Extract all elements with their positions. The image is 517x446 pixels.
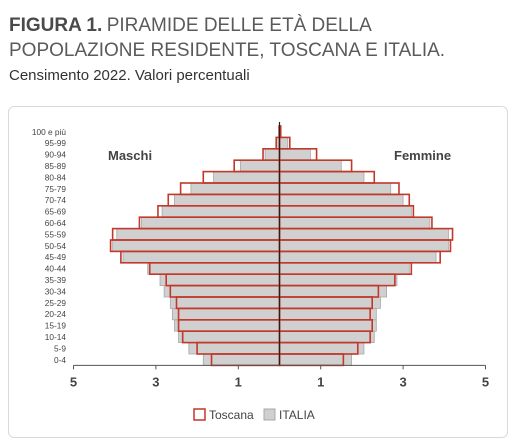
age-label: 70-74 — [45, 195, 67, 205]
x-tick-label: 1 — [235, 374, 242, 389]
x-tick-label: 1 — [317, 374, 324, 389]
age-label: 10-14 — [45, 332, 67, 342]
italia-bar-female — [279, 353, 352, 366]
italia-bar-male — [141, 216, 280, 229]
legend-italia-swatch — [263, 408, 276, 421]
italia-bar-female — [279, 228, 449, 241]
italia-bar-female — [279, 342, 365, 355]
x-tick-label: 5 — [70, 374, 77, 389]
italia-bar-female — [279, 216, 431, 229]
italia-bar-male — [202, 353, 280, 366]
age-label: 65-69 — [45, 207, 67, 217]
figure-title-text: PIRAMIDE DELLE ETÀ DELLA POPOLAZIONE RES… — [9, 15, 446, 61]
age-label: 60-64 — [45, 218, 67, 228]
italia-bar-female — [279, 136, 289, 150]
italia-bar-female — [279, 239, 449, 252]
italia-bar-female — [279, 307, 377, 321]
age-label: 5-9 — [54, 343, 66, 353]
age-label: 55-59 — [45, 229, 67, 239]
italia-bar-male — [122, 250, 280, 264]
males-label: Maschi — [108, 148, 152, 163]
age-label: 100 e più — [32, 127, 67, 137]
italia-bar-male — [190, 182, 280, 195]
legend-toscana-label: Toscana — [209, 408, 254, 422]
x-tick-label: 3 — [152, 374, 159, 389]
italia-bar-male — [174, 193, 280, 207]
age-label: 75-79 — [45, 184, 67, 194]
italia-bar-female — [279, 285, 388, 298]
italia-bar-female — [279, 319, 377, 332]
italia-bar-male — [112, 239, 280, 252]
italia-bar-female — [279, 262, 410, 275]
age-label: 50-54 — [45, 241, 67, 251]
age-label: 90-94 — [45, 150, 67, 160]
females-label: Femmine — [394, 148, 451, 163]
italia-bar-female — [279, 182, 392, 195]
italia-bar-female — [279, 148, 311, 161]
age-label: 85-89 — [45, 161, 67, 171]
age-label: 0-4 — [54, 355, 66, 365]
italia-bar-male — [161, 205, 280, 218]
x-tick-label: 5 — [482, 374, 489, 389]
x-axis: 5 3 1 1 3 5 — [70, 122, 489, 389]
figure-label: FIGURA 1. — [9, 15, 103, 36]
legend-toscana-swatch — [193, 408, 206, 421]
age-label: 45-49 — [45, 252, 67, 262]
italia-bar-female — [279, 205, 412, 218]
age-label: 25-29 — [45, 298, 67, 308]
italia-bar-male — [147, 262, 280, 275]
italia-bar-male — [171, 307, 280, 321]
italia-bar-female — [279, 159, 342, 172]
italia-bar-male — [169, 296, 280, 309]
age-label: 20-24 — [45, 309, 67, 319]
italia-bar-female — [279, 250, 437, 264]
x-tick-label: 3 — [399, 374, 406, 389]
age-label: 95-99 — [45, 138, 67, 148]
italia-bar-male — [159, 273, 280, 287]
age-label: 40-44 — [45, 264, 67, 274]
italia-bar-male — [178, 330, 280, 344]
italia-bar-male — [264, 148, 280, 161]
age-label: 35-39 — [45, 275, 67, 285]
chart-frame — [8, 106, 508, 438]
italia-bar-male — [116, 228, 280, 241]
age-label: 80-84 — [45, 172, 67, 182]
italia-bar-female — [279, 296, 381, 309]
italia-bar-female — [279, 171, 365, 184]
figure-title: FIGURA 1. PIRAMIDE DELLE ETÀ DELLA POPOL… — [9, 14, 509, 88]
italia-bar-male — [188, 342, 280, 355]
age-label: 15-19 — [45, 321, 67, 331]
italia-bar-male — [174, 319, 280, 332]
italia-bar-male — [239, 159, 280, 172]
italia-bar-male — [163, 285, 280, 298]
legend-italia-label: ITALIA — [279, 408, 315, 422]
figure-subtitle: Censimento 2022. Valori percentuali — [9, 67, 250, 84]
italia-bar-male — [213, 171, 280, 184]
legend: Toscana ITALIA — [193, 408, 315, 422]
age-label: 30-34 — [45, 286, 67, 296]
italia-bar-female — [279, 330, 375, 344]
italia-bar-female — [279, 193, 404, 207]
italia-bar-female — [279, 273, 398, 287]
